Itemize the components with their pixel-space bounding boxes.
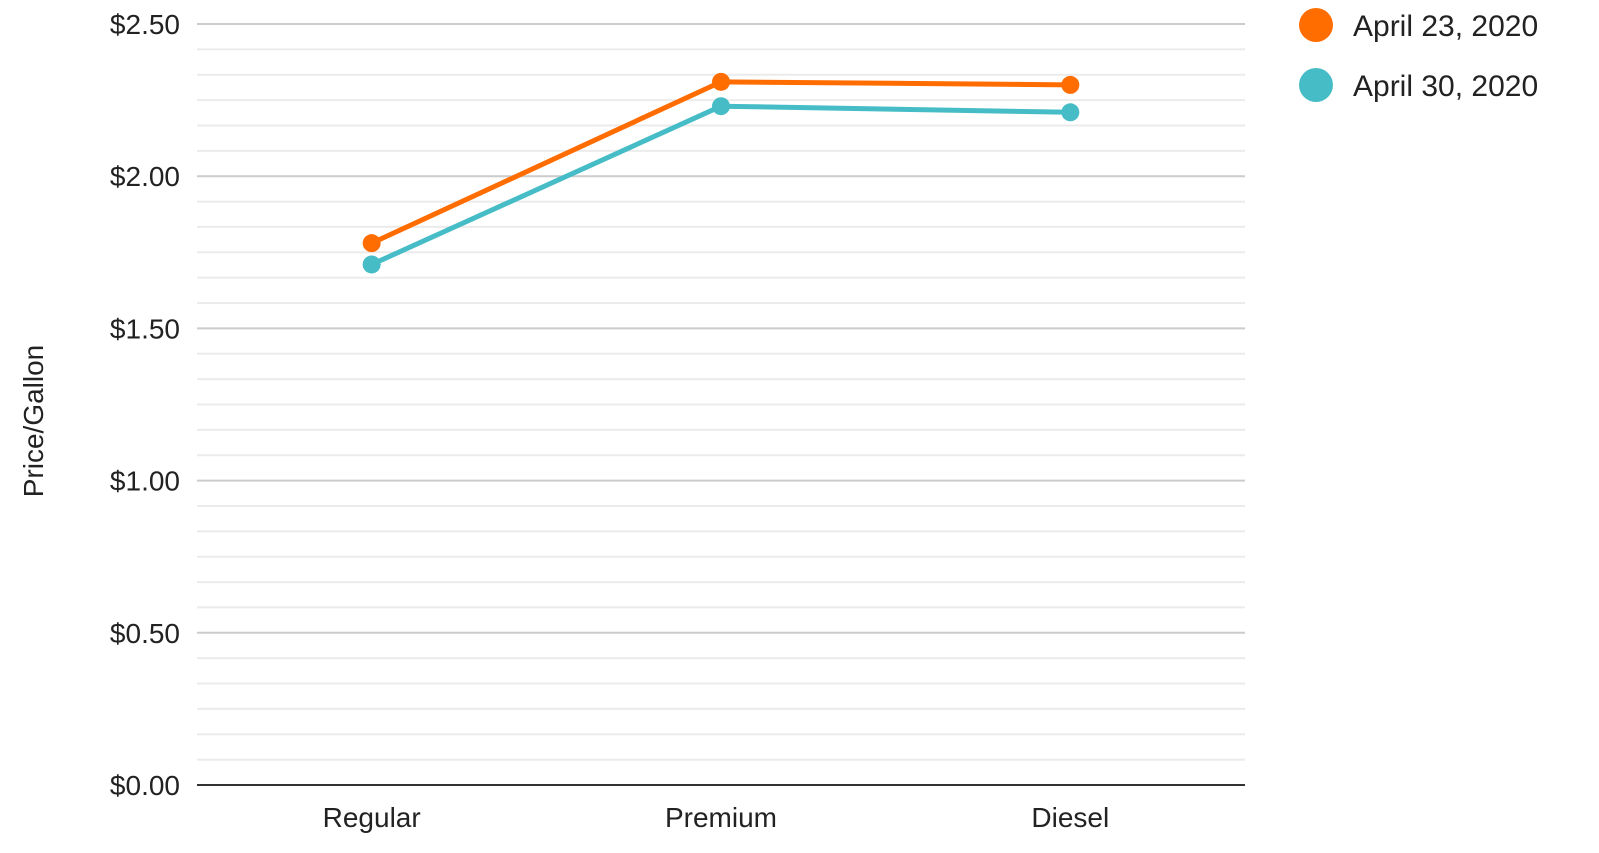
- x-tick-label: Diesel: [1031, 802, 1109, 833]
- y-tick-label: $0.00: [110, 770, 180, 801]
- legend-label: April 23, 2020: [1353, 10, 1538, 43]
- series-2: [362, 97, 1080, 274]
- y-tick-label: $2.00: [110, 161, 180, 192]
- legend-label: April 30, 2020: [1353, 70, 1538, 103]
- y-axis-title: Price/Gallon: [18, 345, 49, 498]
- legend-item: April 23, 2020: [1299, 8, 1538, 43]
- series-line: [369, 103, 1073, 267]
- legend-item: April 30, 2020: [1299, 68, 1538, 103]
- legend-marker: [1299, 8, 1333, 42]
- y-tick-label: $1.50: [110, 313, 180, 344]
- data-point: [1061, 75, 1080, 94]
- y-tick-label: $1.00: [110, 466, 180, 497]
- data-point: [362, 255, 381, 274]
- data-point: [712, 72, 730, 91]
- legend-marker: [1299, 68, 1333, 102]
- series-1: [362, 72, 1080, 253]
- legend: April 23, 2020 April 30, 2020: [1299, 8, 1538, 103]
- x-tick-label: Premium: [665, 802, 777, 833]
- data-point: [1061, 103, 1080, 122]
- y-tick-label: $2.50: [110, 9, 180, 40]
- y-tick-label: $0.50: [110, 618, 180, 649]
- y-axis-tick-labels: $0.00 $0.50 $1.00 $1.50 $2.00 $2.50: [110, 9, 180, 801]
- x-axis-tick-labels: Regular Premium Diesel: [323, 802, 1110, 833]
- data-point: [712, 97, 730, 116]
- gridlines: [197, 23, 1245, 761]
- x-tick-label: Regular: [323, 802, 421, 833]
- series-lines: [362, 72, 1080, 274]
- data-point: [362, 234, 381, 253]
